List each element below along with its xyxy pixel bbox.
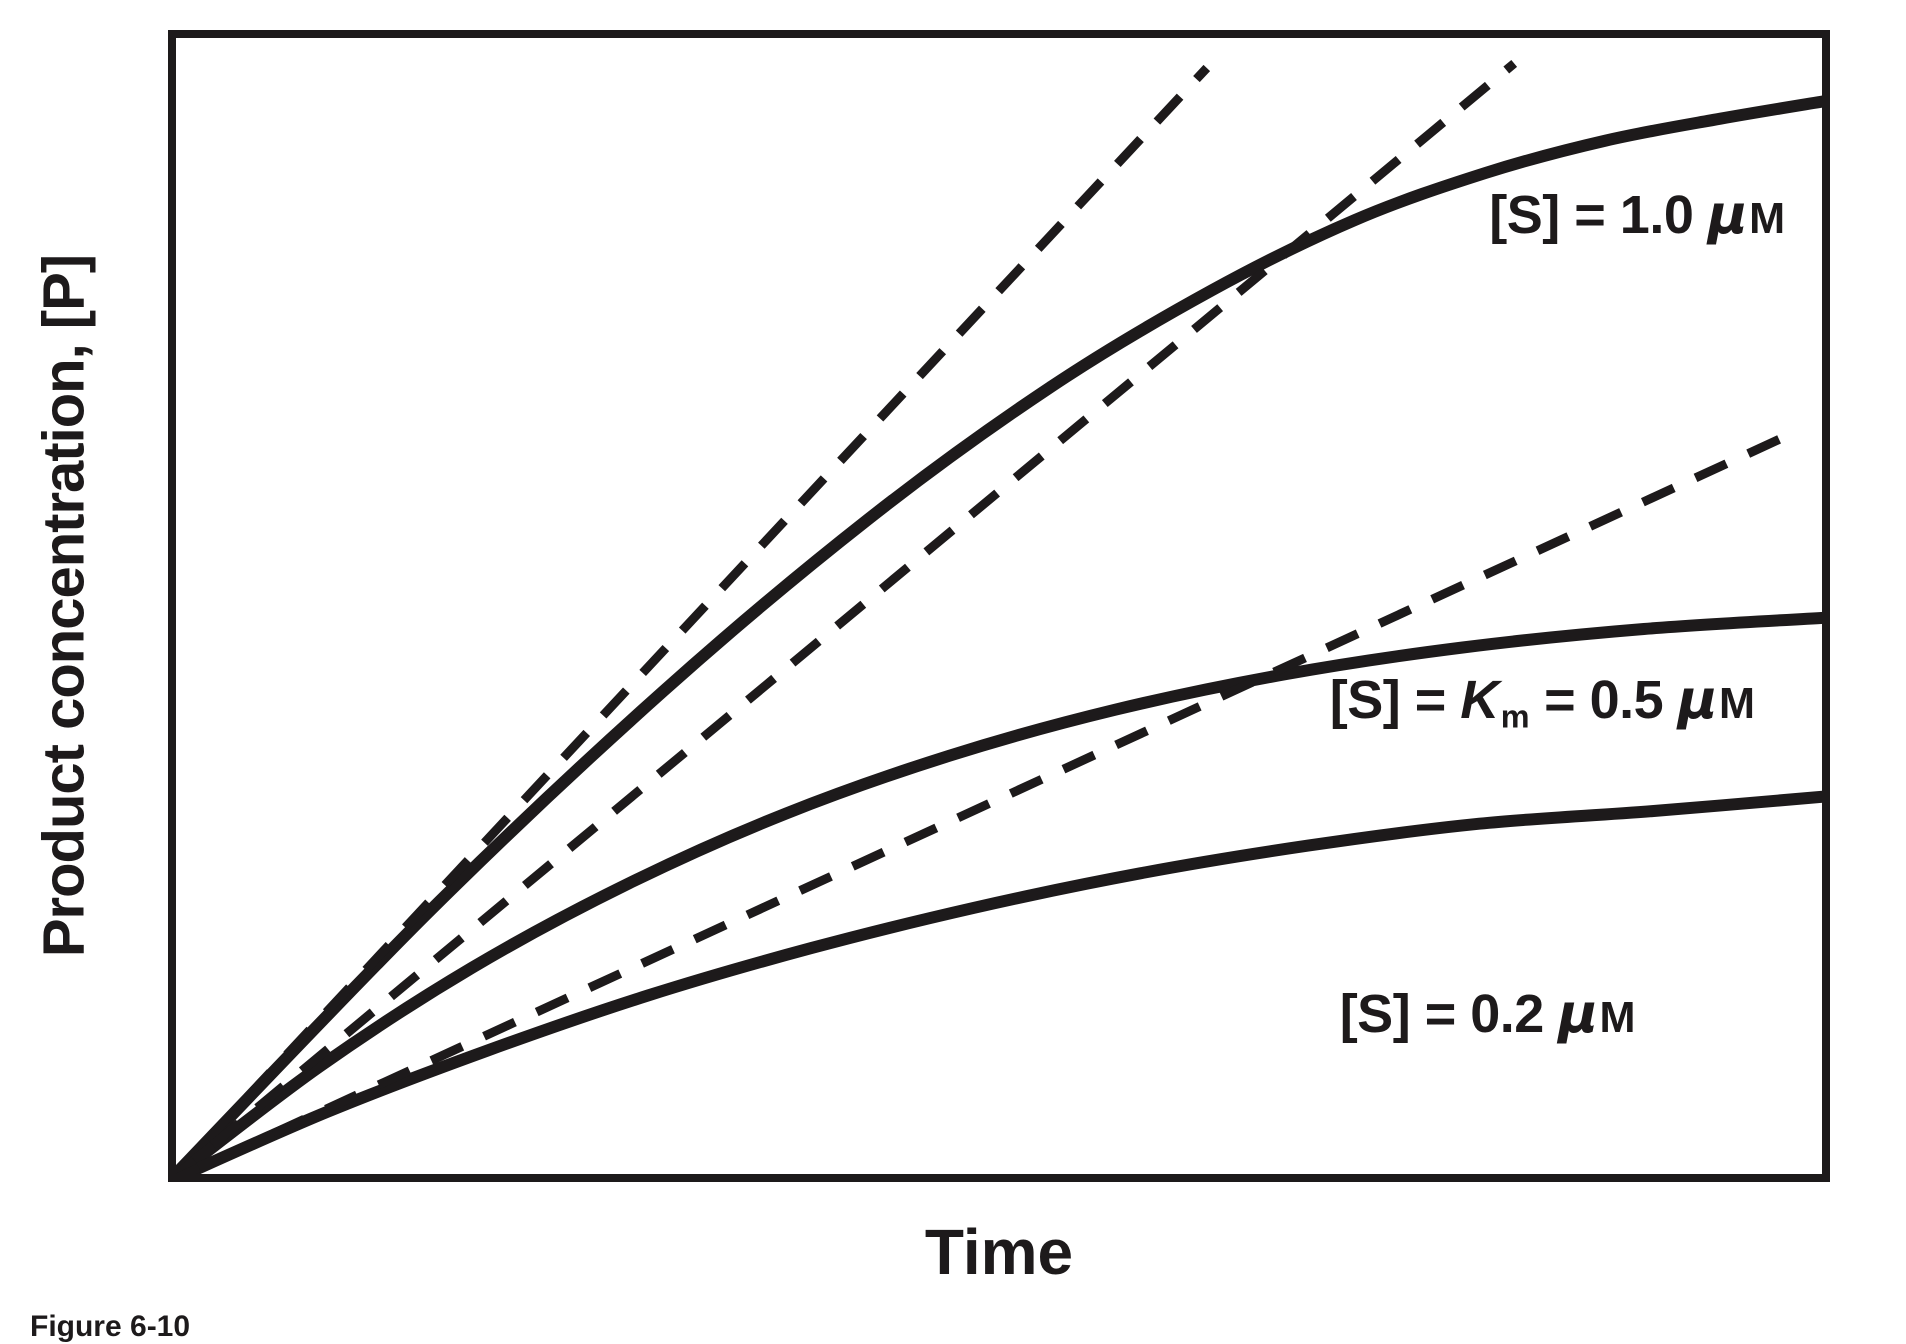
label-part: [S] = 0.2 — [1339, 983, 1559, 1044]
initial-velocity-tangent-s-1.0 — [168, 64, 1211, 1182]
figure-caption: Figure 6-10 — [30, 1310, 191, 1343]
curves-layer — [168, 59, 1830, 1182]
label-part: μ — [1558, 981, 1598, 1045]
label-part: K — [1460, 670, 1499, 731]
progress-curve-s-0.5 — [168, 611, 1830, 1182]
y-axis-label: Product concentration, [P] — [31, 254, 97, 958]
plot-canvas — [168, 30, 1830, 1182]
label-part: M — [1749, 195, 1785, 244]
label-part: M — [1718, 680, 1755, 729]
progress-curve-s-1.0 — [168, 94, 1830, 1182]
label-part: [S] = 1.0 — [1489, 185, 1708, 246]
plot-frame — [168, 30, 1830, 1182]
label-part: [S] = — [1329, 670, 1461, 731]
label-part: = 0.5 — [1529, 670, 1678, 731]
label-part: μ — [1707, 183, 1748, 247]
initial-velocity-tangent-s-0.5 — [168, 59, 1518, 1182]
label-s-0.2: [S] = 0.2 μM — [1339, 981, 1636, 1045]
label-part: m — [1500, 698, 1530, 735]
plot-area: [S] = 1.0 μM [S] = Km = 0.5 μM [S] = 0.2 μ… — [168, 30, 1830, 1182]
x-axis-label: Time — [924, 1216, 1074, 1288]
initial-velocity-tangent-s-0.2 — [168, 425, 1802, 1182]
label-part: M — [1599, 993, 1636, 1042]
label-s-1.0: [S] = 1.0 μM — [1489, 183, 1785, 247]
label-s-km-0.5: [S] = Km = 0.5 μM — [1330, 668, 1755, 736]
label-part: μ — [1677, 668, 1718, 732]
progress-curve-s-0.2 — [168, 790, 1830, 1182]
